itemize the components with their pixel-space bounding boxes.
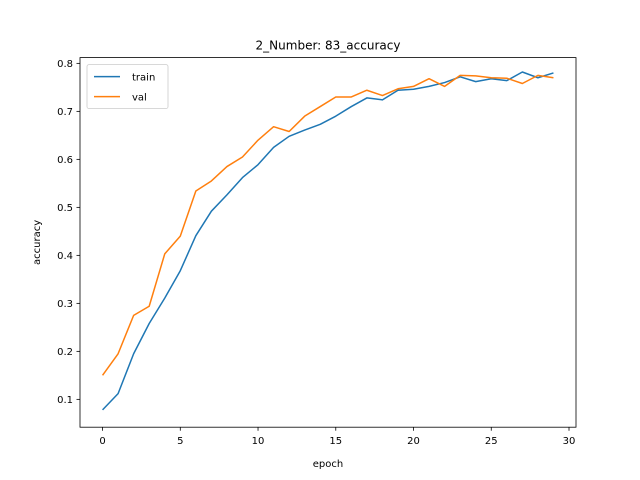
- x-tick-label: 5: [177, 436, 183, 447]
- y-tick-label: 0.7: [57, 107, 73, 118]
- x-axis-label: epoch: [313, 459, 343, 470]
- x-tick-label: 25: [485, 436, 498, 447]
- series-line-val: [101, 74, 554, 376]
- y-axis: 0.1 0.2 0.3 0.4 0.5 0.6 0.7 0.8: [57, 59, 80, 406]
- chart-title: 2_Number: 83_accuracy: [256, 39, 401, 53]
- y-tick-label: 0.4: [57, 251, 73, 262]
- y-tick-label: 0.6: [57, 155, 73, 166]
- y-axis-label: accuracy: [32, 220, 43, 265]
- legend: train val: [86, 64, 169, 109]
- x-tick-label: 15: [329, 436, 342, 447]
- x-tick-label: 10: [252, 436, 265, 447]
- legend-box: [86, 64, 169, 109]
- x-tick-label: 20: [407, 436, 420, 447]
- series-layer: [101, 71, 554, 411]
- x-tick-label: 0: [99, 436, 105, 447]
- x-axis: 0 5 10 15 20 25 30: [99, 427, 575, 447]
- y-tick-label: 0.1: [57, 395, 73, 406]
- x-tick-label: 30: [563, 436, 576, 447]
- legend-label-train: train: [132, 73, 155, 84]
- y-tick-label: 0.2: [57, 347, 73, 358]
- series-line-train: [102, 71, 554, 411]
- y-tick-label: 0.8: [57, 59, 73, 70]
- y-tick-label: 0.5: [57, 203, 73, 214]
- plot-frame: [79, 57, 577, 428]
- y-tick-label: 0.3: [57, 299, 73, 310]
- legend-label-val: val: [132, 93, 147, 104]
